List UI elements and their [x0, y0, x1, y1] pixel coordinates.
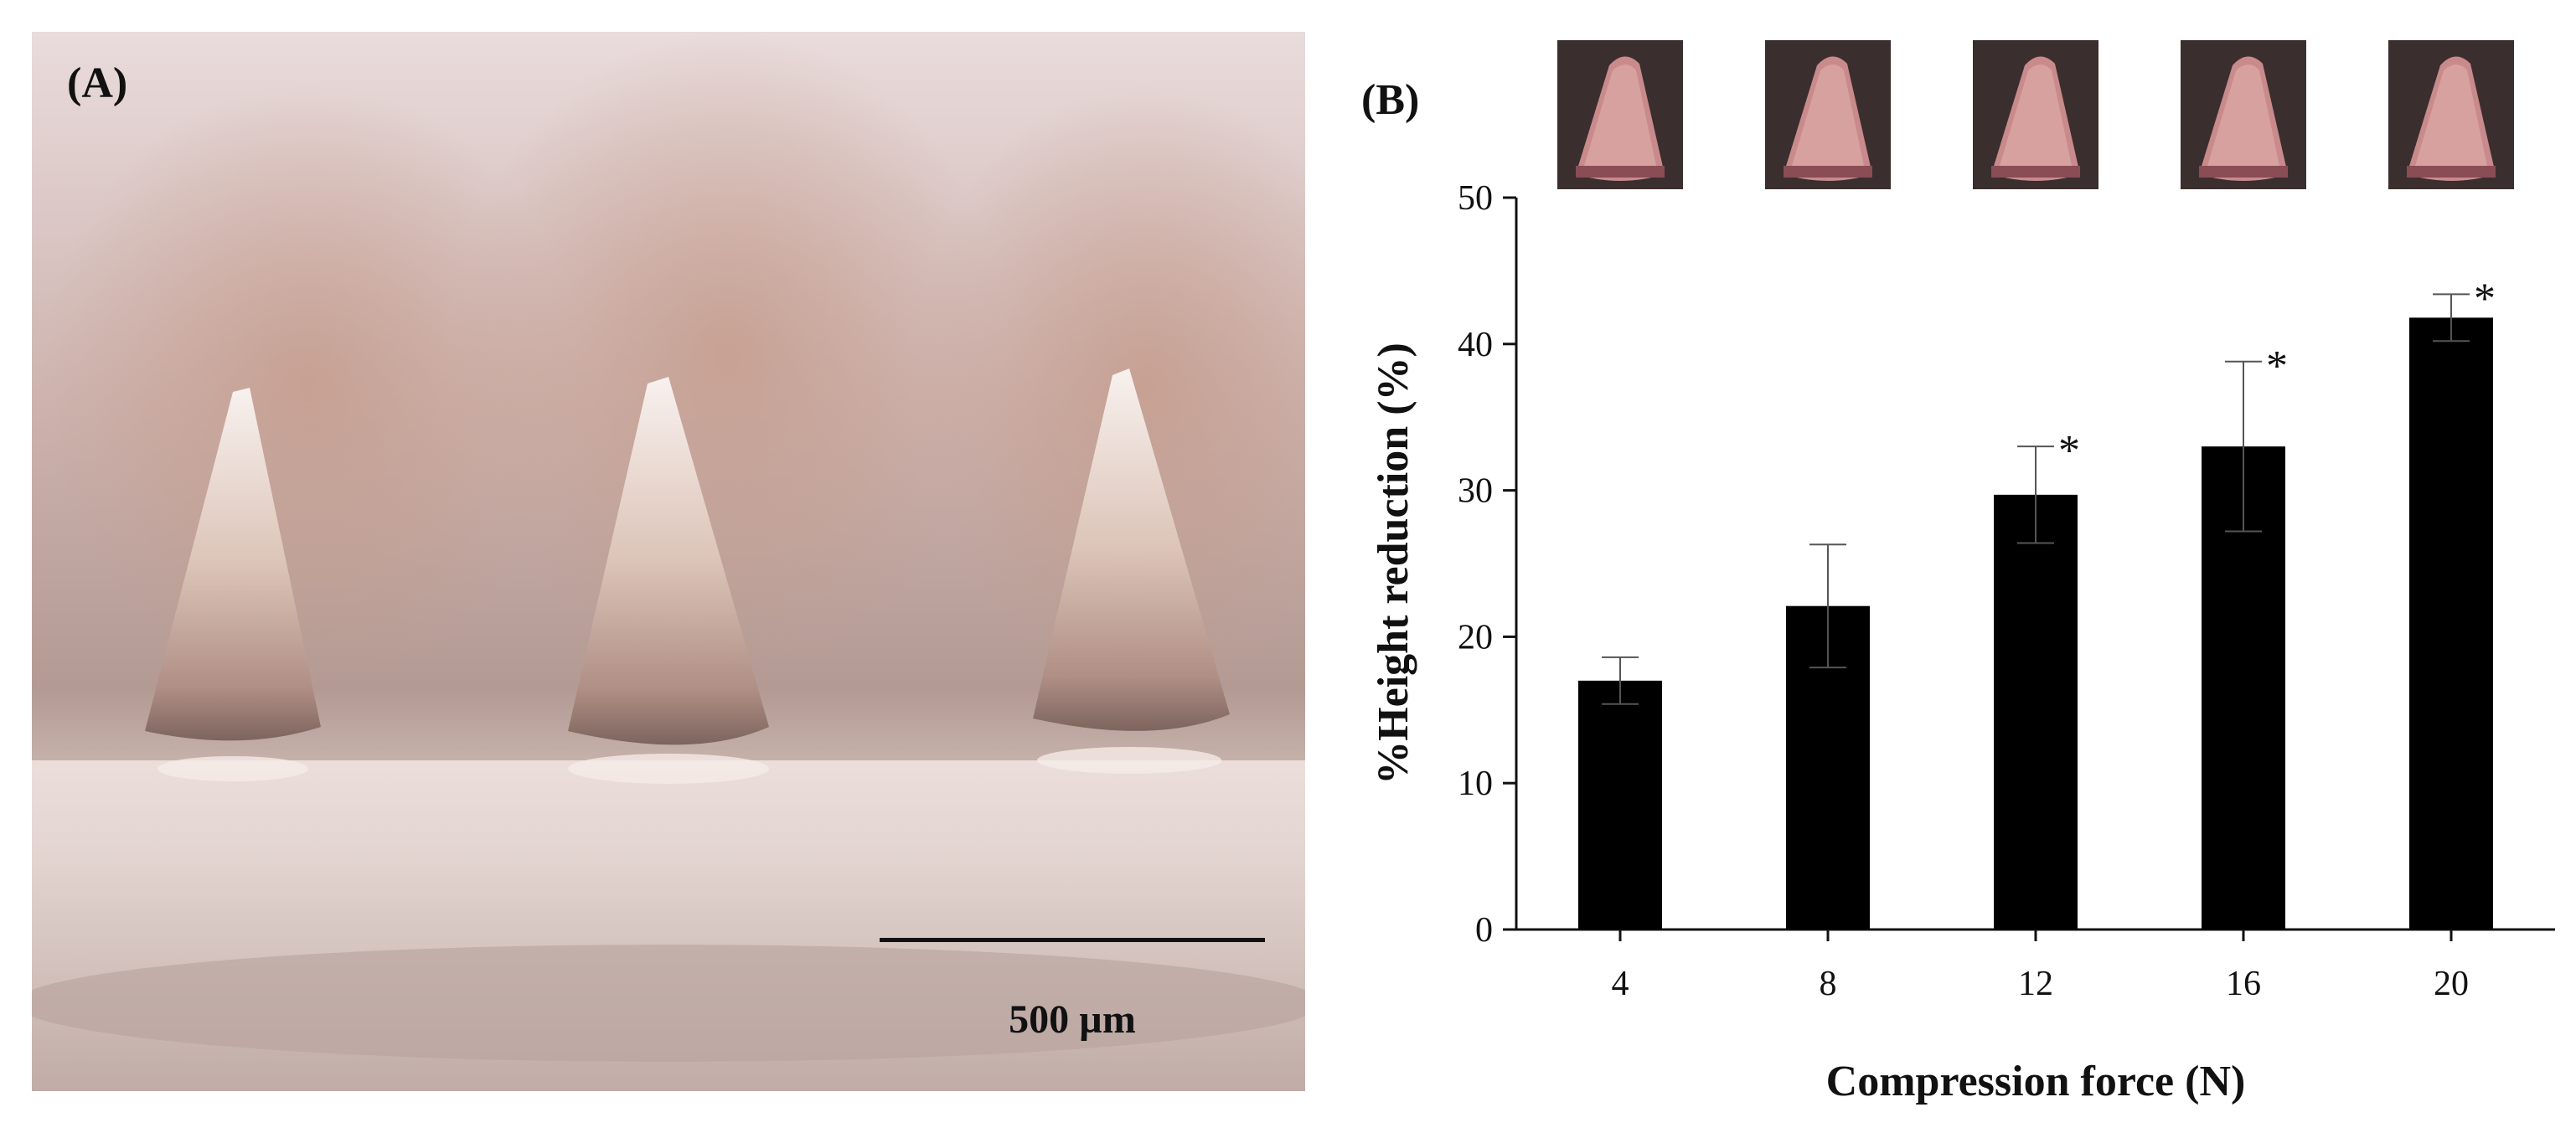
significance-star: * [2266, 342, 2288, 390]
bar [1578, 680, 1662, 930]
compressed-needle-thumbnail [2388, 40, 2514, 189]
compressed-needle-thumbnail [2181, 40, 2306, 189]
significance-star: * [2474, 275, 2496, 322]
needle-right [1033, 368, 1230, 731]
compressed-needle-thumbnail [1765, 40, 1891, 189]
bar [2409, 317, 2493, 930]
scale-bar [880, 938, 1265, 942]
y-tick-label: 50 [1458, 179, 1493, 218]
y-tick-label: 0 [1475, 911, 1493, 950]
x-axis-title: Compression force (N) [1826, 1058, 2246, 1105]
x-tick-label: 16 [2226, 965, 2261, 1003]
y-tick-label: 10 [1458, 765, 1493, 803]
x-tick-label: 4 [1612, 965, 1629, 1003]
needle-left [145, 388, 321, 741]
y-tick-label: 30 [1458, 472, 1493, 511]
compressed-needle-thumbnail [1973, 40, 2098, 189]
chart-panel: (B) 0 10 20 30 40 50 4 8 12 * 16 * 20 * Compression fo… [1307, 0, 2576, 1133]
scale-bar-label: 500 µm [1009, 997, 1136, 1042]
x-tick-label: 20 [2434, 965, 2469, 1003]
needle-middle [568, 377, 769, 745]
y-axis-title: %Height reduction (%) [1370, 342, 1417, 785]
significance-star: * [2058, 427, 2080, 475]
y-tick-label: 20 [1458, 618, 1493, 657]
panel-b-label: (B) [1361, 76, 1420, 124]
x-tick-label: 8 [1820, 965, 1837, 1003]
panel-a-label: (A) [67, 59, 128, 107]
microneedle-photo [32, 32, 1305, 1091]
bar-chart: 0 10 20 30 40 50 4 8 12 * 16 * 20 * Compression force … [1370, 179, 2555, 1105]
compressed-needle-thumbnail [1557, 40, 1683, 189]
y-tick-label: 40 [1458, 326, 1493, 364]
microscope-image [32, 32, 1305, 1091]
bar [1994, 494, 2078, 930]
x-tick-label: 12 [2018, 965, 2053, 1003]
